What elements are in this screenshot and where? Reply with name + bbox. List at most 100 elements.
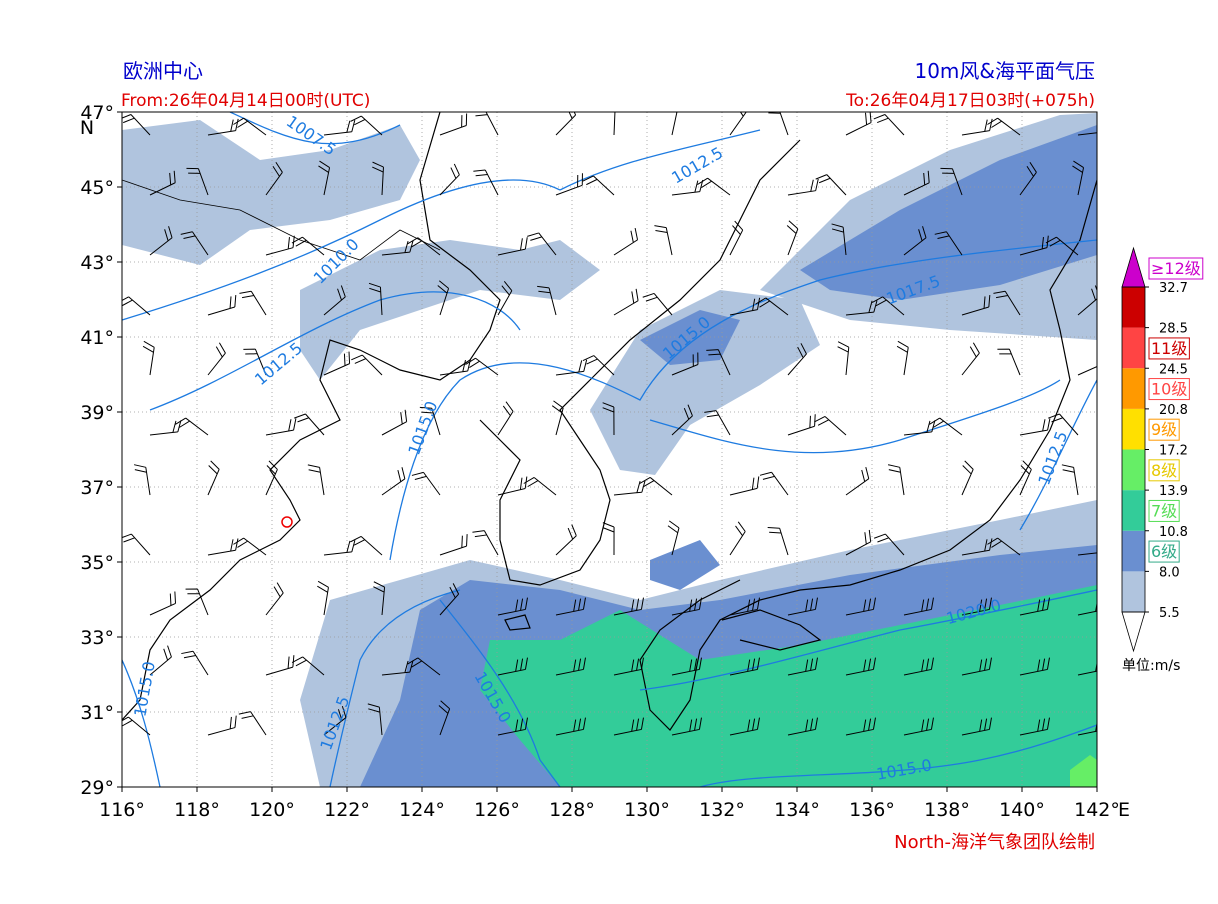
y-tick-label: 31° bbox=[80, 702, 114, 724]
colorbar-segment bbox=[1122, 449, 1145, 491]
wind-barb bbox=[903, 657, 934, 676]
y-tick-label: 47° bbox=[80, 102, 114, 124]
grade-box bbox=[1148, 257, 1204, 280]
wind-barb bbox=[367, 703, 383, 736]
x-tick-label: 120° bbox=[249, 799, 295, 821]
wind-barb bbox=[671, 597, 702, 616]
wind-barb bbox=[903, 717, 934, 736]
wind-barb bbox=[602, 402, 615, 436]
colorbar-tick-label: 5.5 bbox=[1159, 606, 1180, 621]
x-tick-label: 116° bbox=[99, 799, 145, 821]
wind-barb bbox=[873, 533, 905, 556]
wind-barb bbox=[845, 112, 872, 136]
wind-barb bbox=[381, 240, 414, 256]
wind-barb bbox=[873, 114, 905, 136]
wind-barb bbox=[759, 471, 789, 496]
wind-barb bbox=[438, 700, 451, 736]
wind-barb bbox=[845, 597, 876, 616]
x-tick-label: 122° bbox=[324, 799, 370, 821]
grade-box bbox=[1148, 540, 1180, 563]
isobar bbox=[122, 179, 561, 321]
wind-barb bbox=[845, 300, 878, 316]
wind-barb bbox=[1019, 597, 1050, 616]
wind-barb bbox=[317, 580, 329, 616]
wind-barb bbox=[439, 534, 468, 556]
wind-barb bbox=[351, 354, 383, 376]
wind-barb bbox=[175, 417, 209, 436]
wind-barb bbox=[185, 588, 209, 616]
wind-barb bbox=[871, 296, 905, 316]
wind-barb bbox=[729, 297, 761, 316]
wind-barb bbox=[497, 597, 528, 616]
wind-barb bbox=[149, 226, 173, 256]
wind-barb bbox=[729, 717, 760, 736]
wind-barb bbox=[1077, 660, 1097, 676]
y-tick-label: 33° bbox=[80, 627, 114, 649]
wind-barb bbox=[961, 118, 993, 136]
x-tick-label: 142° bbox=[1074, 799, 1120, 821]
wind-barb bbox=[1077, 600, 1097, 616]
wind-barb bbox=[475, 112, 499, 136]
x-tick-label: 128° bbox=[549, 799, 595, 821]
wind-barb bbox=[239, 290, 267, 316]
y-unit: N bbox=[80, 117, 94, 139]
wind-barb bbox=[497, 657, 528, 676]
grade-box bbox=[1148, 418, 1180, 441]
wind-barb bbox=[815, 174, 847, 196]
wind-barb bbox=[407, 237, 441, 256]
wind-barb bbox=[787, 343, 807, 376]
wind-barb bbox=[368, 282, 383, 316]
wind-barb bbox=[149, 645, 172, 676]
coastline bbox=[504, 614, 531, 631]
from-time: From:26年04月14日00时(UTC) bbox=[121, 91, 370, 111]
wind-barb bbox=[439, 163, 460, 196]
wind-barb bbox=[207, 118, 239, 136]
shading bbox=[122, 113, 1097, 787]
wind-barb bbox=[350, 115, 383, 136]
wind-barb bbox=[729, 597, 760, 616]
x-tick-label: 138° bbox=[924, 799, 970, 821]
wind-barb bbox=[238, 711, 267, 736]
colorbar-tick-label: 28.5 bbox=[1159, 322, 1188, 337]
location-marker bbox=[281, 516, 293, 528]
wind-barb bbox=[243, 348, 267, 376]
wind-barb bbox=[497, 237, 528, 256]
border bbox=[122, 179, 441, 261]
wind-barb bbox=[697, 177, 731, 196]
y-tick-label: 41° bbox=[80, 327, 114, 349]
isobar bbox=[229, 112, 401, 145]
wind-shade bbox=[650, 540, 720, 590]
wind-barb bbox=[149, 591, 177, 616]
wind-barb bbox=[265, 655, 295, 676]
isobar bbox=[639, 589, 1097, 691]
wind-barb bbox=[1077, 720, 1097, 736]
wind-barb bbox=[407, 657, 441, 676]
wind-barb bbox=[1019, 657, 1050, 676]
wind-barb bbox=[613, 657, 644, 676]
wind-barb bbox=[961, 342, 980, 376]
wind-barb bbox=[133, 464, 151, 496]
wind-barb bbox=[373, 581, 386, 616]
wind-barb bbox=[291, 236, 325, 256]
wind-barb bbox=[929, 417, 963, 436]
wind-barb bbox=[149, 420, 182, 436]
wind-barb bbox=[122, 114, 151, 136]
grid bbox=[122, 112, 1097, 787]
wind-barb bbox=[903, 226, 927, 256]
wind-barb bbox=[291, 656, 325, 676]
wind-barb bbox=[787, 717, 818, 736]
wind-barb bbox=[122, 716, 151, 736]
colorbar-segment bbox=[1122, 327, 1145, 369]
wind-barb bbox=[207, 294, 237, 316]
wind-barb bbox=[896, 340, 909, 376]
x-tick-label: 134° bbox=[774, 799, 820, 821]
wind-barb bbox=[323, 540, 356, 556]
wind-barb bbox=[207, 715, 237, 736]
colorbar-unit: 单位:m/s bbox=[1122, 658, 1180, 674]
wind-barb bbox=[961, 717, 992, 736]
wind-barb bbox=[323, 285, 346, 316]
y-tick-label: 39° bbox=[80, 402, 114, 424]
wind-barb bbox=[787, 657, 818, 676]
wind-shade bbox=[480, 585, 1097, 787]
